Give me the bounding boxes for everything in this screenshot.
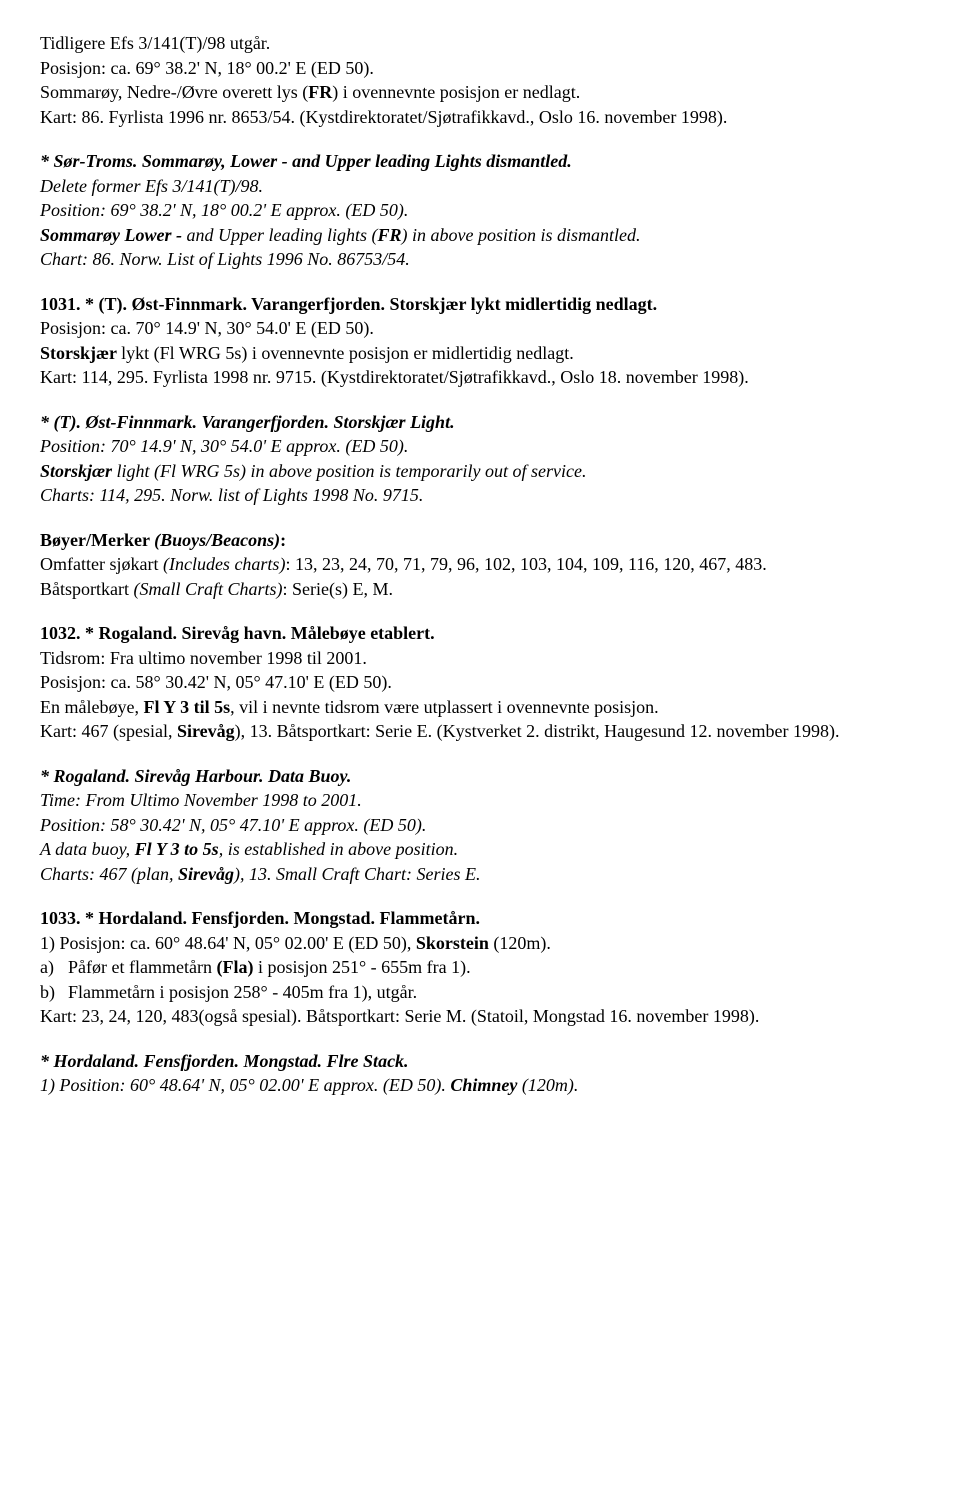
text-italic: Charts: 114, 295. Norw. list of Lights 1… [40, 484, 920, 507]
text-italic: Delete former Efs 3/141(T)/98. [40, 175, 920, 198]
text-line: Posisjon: ca. 70° 14.9' N, 30° 54.0' E (… [40, 317, 920, 340]
heading-italic: * Hordaland. Fensfjorden. Mongstad. Flre… [40, 1050, 920, 1073]
text-span: Omfatter sjøkart [40, 554, 163, 574]
heading-bold: 1032. * Rogaland. Sirevåg havn. Målebøye… [40, 622, 920, 645]
text-bold-italic: Sommarøy Lower - [40, 225, 187, 245]
text-italic: Charts: 467 (plan, [40, 864, 178, 884]
text-span: Sommarøy, Nedre-/Øvre overett lys ( [40, 82, 308, 102]
text-bold: Sirevåg [177, 721, 235, 741]
text-line: Kart: 23, 24, 120, 483(også spesial). Bå… [40, 1005, 920, 1028]
text-span: En målebøye, [40, 697, 143, 717]
text-line: 1) Position: 60° 48.64' N, 05° 02.00' E … [40, 1074, 920, 1097]
text-line: En målebøye, Fl Y 3 til 5s, vil i nevnte… [40, 696, 920, 719]
block-5: Bøyer/Merker (Buoys/Beacons): Omfatter s… [40, 529, 920, 601]
text-bold: Fl Y 3 til 5s [143, 697, 230, 717]
block-3: 1031. * (T). Øst-Finnmark. Varangerfjord… [40, 293, 920, 389]
block-4: * (T). Øst-Finnmark. Varangerfjorden. St… [40, 411, 920, 507]
text-span: : Serie(s) E, M. [283, 579, 393, 599]
heading-bold: 1033. * Hordaland. Fensfjorden. Mongstad… [40, 907, 920, 930]
text-span: Kart: 467 (spesial, [40, 721, 177, 741]
block-7: * Rogaland. Sirevåg Harbour. Data Buoy. … [40, 765, 920, 886]
text-italic: Position: 70° 14.9' N, 30° 54.0' E appro… [40, 435, 920, 458]
text-bold-italic: (Buoys/Beacons) [154, 530, 280, 550]
text-line: Sommarøy, Nedre-/Øvre overett lys (FR) i… [40, 81, 920, 104]
heading-bold: 1031. * (T). Øst-Finnmark. Varangerfjord… [40, 293, 920, 316]
text-line: Båtsportkart (Small Craft Charts): Serie… [40, 578, 920, 601]
heading-italic: * (T). Øst-Finnmark. Varangerfjorden. St… [40, 411, 920, 434]
text-bold: FR [308, 82, 332, 102]
text-bold: : [280, 530, 286, 550]
text-italic: Position: 69° 38.2' N, 18° 00.2' E appro… [40, 199, 920, 222]
block-6: 1032. * Rogaland. Sirevåg havn. Målebøye… [40, 622, 920, 743]
text-italic: (120m). [522, 1075, 579, 1095]
text-line: Kart: 86. Fyrlista 1996 nr. 8653/54. (Ky… [40, 106, 920, 129]
text-bold-italic: FR [378, 225, 402, 245]
heading-italic: * Sør-Troms. Sommarøy, Lower - and Upper… [40, 150, 920, 173]
block-2: * Sør-Troms. Sommarøy, Lower - and Upper… [40, 150, 920, 271]
text-line: Bøyer/Merker (Buoys/Beacons): [40, 529, 920, 552]
text-line: Kart: 114, 295. Fyrlista 1998 nr. 9715. … [40, 366, 920, 389]
block-9: * Hordaland. Fensfjorden. Mongstad. Flre… [40, 1050, 920, 1097]
list-marker: b) [40, 981, 68, 1004]
text-span: Påfør et flammetårn [68, 957, 216, 977]
text-span: Båtsportkart [40, 579, 133, 599]
text-line: Omfatter sjøkart (Includes charts): 13, … [40, 553, 920, 576]
text-line: A data buoy, Fl Y 3 to 5s, is establishe… [40, 838, 920, 861]
text-italic: and Upper leading lights ( [187, 225, 378, 245]
text-bold: Storskjær [40, 343, 121, 363]
text-italic: A data buoy, [40, 839, 135, 859]
text-bold: Bøyer/Merker [40, 530, 154, 550]
text-line: Sommarøy Lower - and Upper leading light… [40, 224, 920, 247]
text-italic: ), 13. Small Craft Chart: Series E. [234, 864, 481, 884]
text-italic: (Includes charts) [163, 554, 285, 574]
text-span: : 13, 23, 24, 70, 71, 79, 96, 102, 103, … [285, 554, 766, 574]
text-span: i posisjon 251° - 655m fra 1). [253, 957, 470, 977]
text-line: Storskjær lykt (Fl WRG 5s) i ovennevnte … [40, 342, 920, 365]
heading-italic: * Rogaland. Sirevåg Harbour. Data Buoy. [40, 765, 920, 788]
text-bold-italic: Sirevåg [178, 864, 234, 884]
block-1: Tidligere Efs 3/141(T)/98 utgår. Posisjo… [40, 32, 920, 128]
text-span: Flammetårn i posisjon 258° - 405m fra 1)… [68, 982, 417, 1002]
block-8: 1033. * Hordaland. Fensfjorden. Mongstad… [40, 907, 920, 1028]
text-line: Storskjær light (Fl WRG 5s) in above pos… [40, 460, 920, 483]
text-line: Posisjon: ca. 58° 30.42' N, 05° 47.10' E… [40, 671, 920, 694]
text-span: 1) Posisjon: ca. 60° 48.64' N, 05° 02.00… [40, 933, 416, 953]
text-line: Charts: 467 (plan, Sirevåg), 13. Small C… [40, 863, 920, 886]
list-marker: a) [40, 956, 68, 979]
text-bold: (Fla) [216, 957, 253, 977]
text-line: 1) Posisjon: ca. 60° 48.64' N, 05° 02.00… [40, 932, 920, 955]
text-line: Posisjon: ca. 69° 38.2' N, 18° 00.2' E (… [40, 57, 920, 80]
text-span: , vil i nevnte tidsrom være utplassert i… [230, 697, 658, 717]
list-item-b: b)Flammetårn i posisjon 258° - 405m fra … [40, 981, 920, 1004]
text-line: Tidligere Efs 3/141(T)/98 utgår. [40, 32, 920, 55]
text-bold-italic: Fl Y 3 to 5s [135, 839, 219, 859]
text-italic: Chart: 86. Norw. List of Lights 1996 No.… [40, 248, 920, 271]
text-line: Tidsrom: Fra ultimo november 1998 til 20… [40, 647, 920, 670]
text-bold-italic: Chimney [450, 1075, 522, 1095]
list-item-a: a)Påfør et flammetårn (Fla) i posisjon 2… [40, 956, 920, 979]
text-line: Kart: 467 (spesial, Sirevåg), 13. Båtspo… [40, 720, 920, 743]
text-italic: Position: 58° 30.42' N, 05° 47.10' E app… [40, 814, 920, 837]
text-italic: ) in above position is dismantled. [402, 225, 641, 245]
text-italic: , is established in above position. [219, 839, 458, 859]
text-italic: 1) Position: 60° 48.64' N, 05° 02.00' E … [40, 1075, 450, 1095]
text-span: ), 13. Båtsportkart: Serie E. (Kystverke… [235, 721, 840, 741]
text-italic: (Small Craft Charts) [133, 579, 282, 599]
text-bold: Skorstein [416, 933, 494, 953]
text-italic: light (Fl WRG 5s) in above position is t… [117, 461, 587, 481]
text-span: ) i ovennevnte posisjon er nedlagt. [332, 82, 580, 102]
text-bold-italic: Storskjær [40, 461, 117, 481]
text-span: lykt (Fl WRG 5s) i ovennevnte posisjon e… [121, 343, 574, 363]
text-italic: Time: From Ultimo November 1998 to 2001. [40, 789, 920, 812]
text-span: (120m). [493, 933, 551, 953]
